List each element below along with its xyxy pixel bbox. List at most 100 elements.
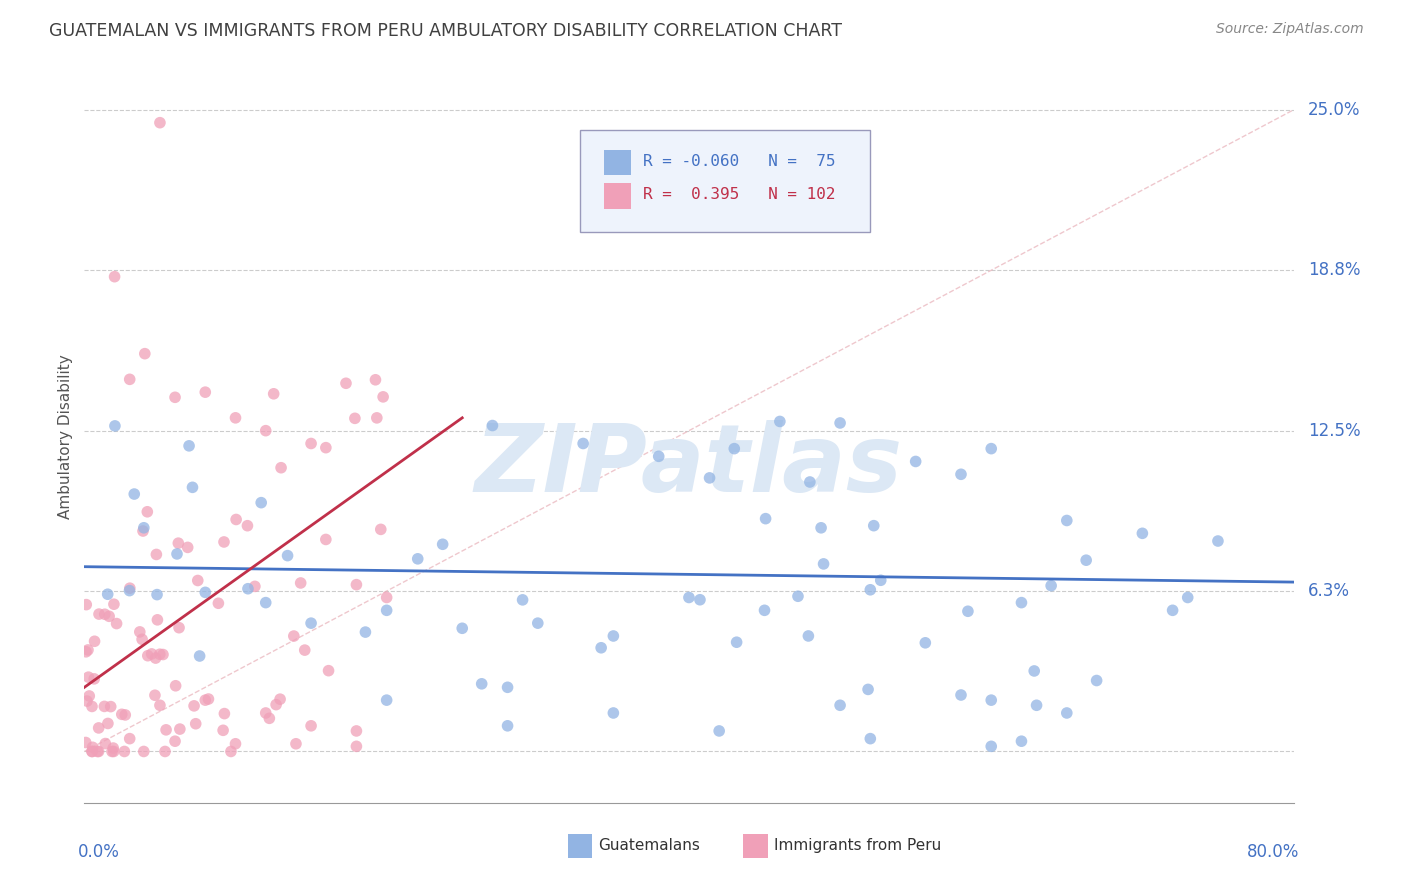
Text: 12.5%: 12.5%	[1308, 422, 1361, 440]
Immigrants from Peru	[243, 579, 266, 593]
Immigrants from Peru	[103, 741, 125, 756]
Guatemalans	[1085, 673, 1108, 688]
Guatemalans	[830, 698, 852, 713]
Immigrants from Peru	[145, 651, 167, 665]
Immigrants from Peru	[94, 607, 117, 622]
Immigrants from Peru	[370, 522, 392, 536]
Guatemalans	[250, 496, 273, 510]
Guatemalans	[146, 588, 169, 602]
Immigrants from Peru	[153, 744, 176, 758]
Guatemalans	[813, 557, 835, 571]
Guatemalans	[754, 603, 776, 617]
Immigrants from Peru	[83, 672, 105, 686]
Immigrants from Peru	[75, 645, 97, 659]
Guatemalans	[725, 635, 748, 649]
Guatemalans	[572, 436, 595, 450]
Immigrants from Peru	[145, 548, 167, 562]
Immigrants from Peru	[83, 634, 105, 648]
Text: 25.0%: 25.0%	[1308, 101, 1361, 119]
Immigrants from Peru	[212, 723, 235, 738]
Immigrants from Peru	[82, 744, 104, 758]
Immigrants from Peru	[149, 698, 172, 713]
Immigrants from Peru	[169, 722, 191, 736]
Guatemalans	[856, 682, 879, 697]
Guatemalans	[97, 587, 120, 601]
Immigrants from Peru	[132, 744, 155, 758]
Immigrants from Peru	[76, 694, 98, 708]
Immigrants from Peru	[94, 737, 117, 751]
Guatemalans	[496, 719, 519, 733]
Guatemalans	[648, 450, 671, 464]
Guatemalans	[1024, 664, 1046, 678]
Immigrants from Peru	[259, 711, 281, 725]
Guatemalans	[602, 629, 624, 643]
Guatemalans	[166, 547, 188, 561]
Immigrants from Peru	[165, 390, 187, 404]
Guatemalans	[181, 480, 204, 494]
Guatemalans	[1076, 553, 1098, 567]
Guatemalans	[869, 574, 891, 588]
Guatemalans	[236, 582, 259, 596]
Immigrants from Peru	[263, 386, 285, 401]
Immigrants from Peru	[105, 616, 128, 631]
Guatemalans	[678, 591, 700, 605]
Guatemalans	[980, 442, 1002, 456]
Immigrants from Peru	[270, 460, 292, 475]
Immigrants from Peru	[346, 739, 368, 754]
FancyBboxPatch shape	[581, 130, 870, 232]
Bar	[568, 834, 592, 858]
Guatemalans	[980, 693, 1002, 707]
Immigrants from Peru	[184, 716, 207, 731]
Immigrants from Peru	[254, 706, 277, 720]
Immigrants from Peru	[143, 688, 166, 702]
Text: 18.8%: 18.8%	[1308, 261, 1361, 279]
Immigrants from Peru	[77, 689, 100, 703]
Bar	[744, 834, 768, 858]
Guatemalans	[699, 471, 721, 485]
Immigrants from Peru	[346, 577, 368, 591]
Guatemalans	[451, 621, 474, 635]
Immigrants from Peru	[118, 581, 141, 595]
Text: Source: ZipAtlas.com: Source: ZipAtlas.com	[1216, 22, 1364, 37]
Immigrants from Peru	[285, 737, 308, 751]
Immigrants from Peru	[114, 707, 136, 722]
Immigrants from Peru	[75, 735, 97, 749]
Guatemalans	[1130, 526, 1153, 541]
Immigrants from Peru	[100, 699, 122, 714]
Immigrants from Peru	[194, 385, 217, 400]
Guatemalans	[1040, 579, 1063, 593]
Immigrants from Peru	[315, 441, 337, 455]
Immigrants from Peru	[98, 609, 121, 624]
Immigrants from Peru	[346, 723, 368, 738]
Immigrants from Peru	[294, 643, 316, 657]
Immigrants from Peru	[283, 629, 305, 643]
Guatemalans	[1056, 514, 1078, 528]
Immigrants from Peru	[111, 707, 134, 722]
Immigrants from Peru	[219, 744, 242, 758]
Immigrants from Peru	[254, 424, 277, 438]
Immigrants from Peru	[183, 698, 205, 713]
Immigrants from Peru	[269, 692, 291, 706]
Guatemalans	[194, 585, 217, 599]
Guatemalans	[1011, 734, 1033, 748]
Immigrants from Peru	[176, 541, 198, 555]
Guatemalans	[980, 739, 1002, 754]
Immigrants from Peru	[75, 598, 97, 612]
Guatemalans	[406, 551, 429, 566]
Immigrants from Peru	[194, 693, 217, 707]
Guatemalans	[799, 475, 821, 489]
Immigrants from Peru	[167, 536, 190, 550]
Text: R = -0.060   N =  75: R = -0.060 N = 75	[643, 153, 835, 169]
Guatemalans	[1206, 534, 1229, 549]
Guatemalans	[1161, 603, 1184, 617]
Immigrants from Peru	[118, 372, 141, 386]
Guatemalans	[188, 648, 211, 663]
Guatemalans	[859, 582, 882, 597]
Immigrants from Peru	[152, 648, 174, 662]
Guatemalans	[132, 521, 155, 535]
Immigrants from Peru	[104, 269, 127, 284]
Guatemalans	[950, 467, 973, 482]
Immigrants from Peru	[93, 699, 115, 714]
Immigrants from Peru	[87, 744, 110, 758]
Immigrants from Peru	[214, 706, 236, 721]
